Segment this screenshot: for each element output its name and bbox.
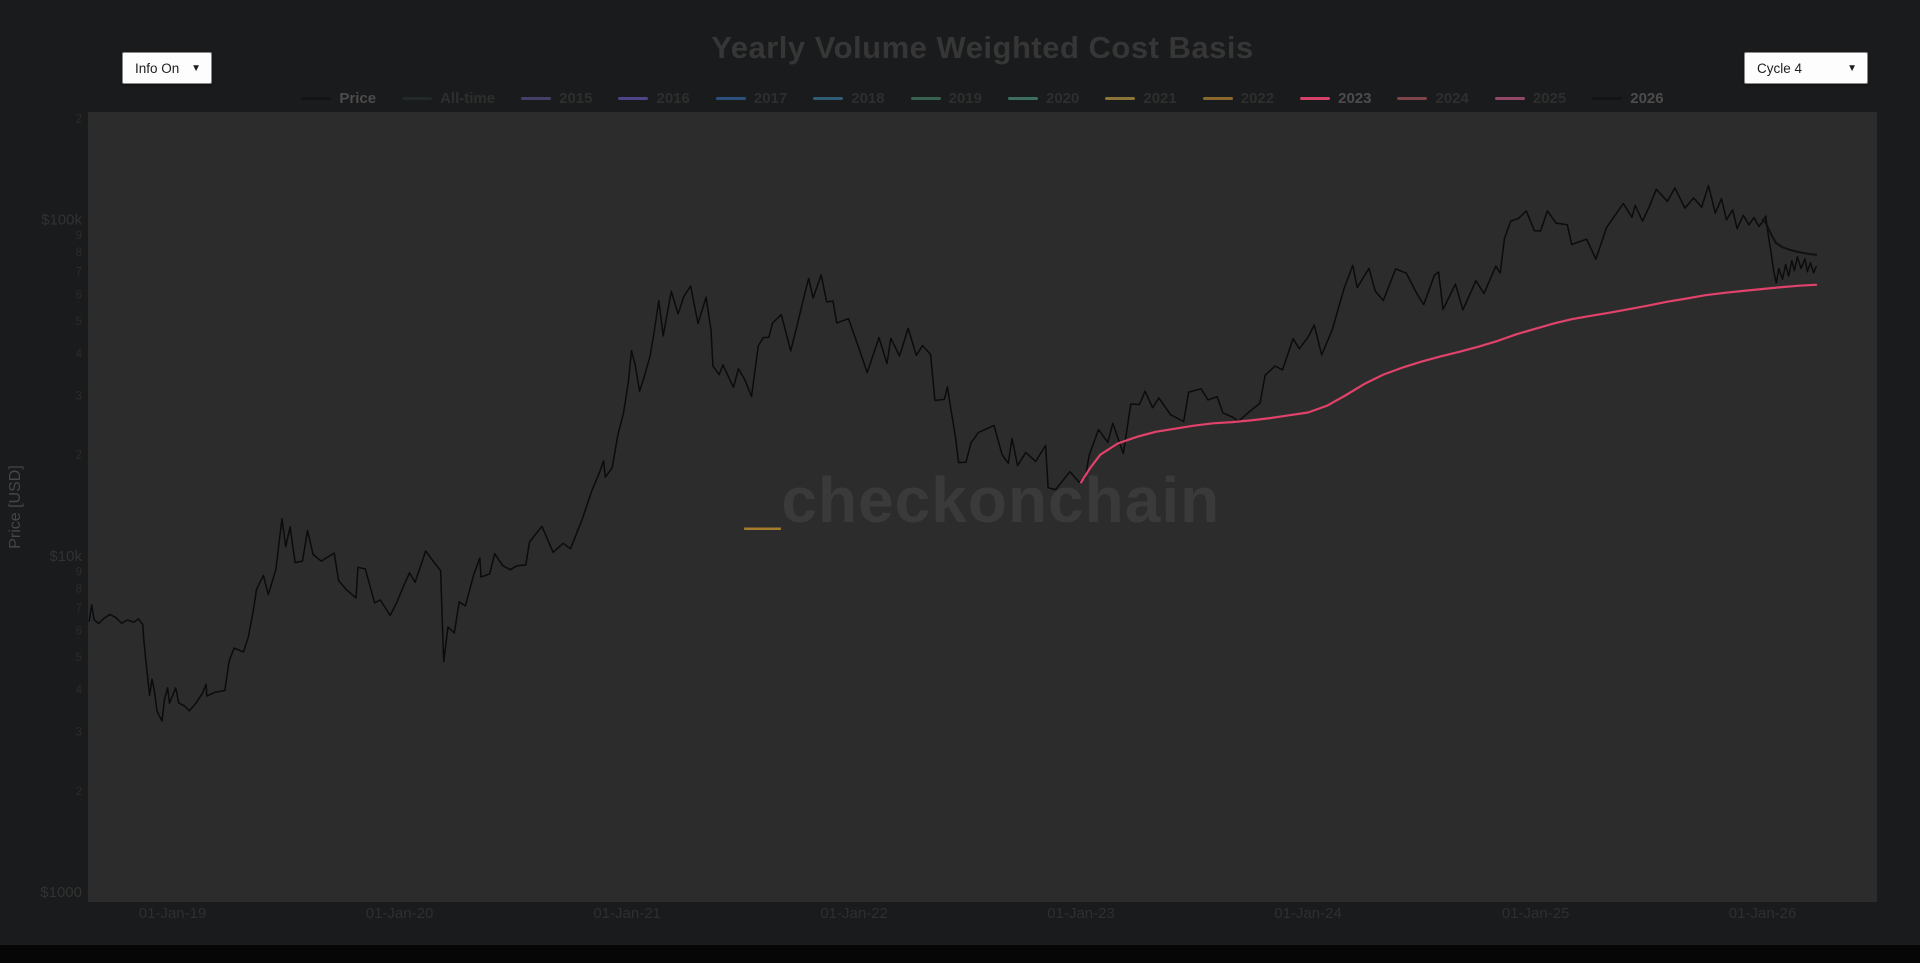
y-tick-label: 2 — [76, 786, 82, 798]
y-tick-label: 7 — [76, 267, 82, 279]
y-tick-label: 6 — [76, 626, 82, 638]
cycle-select-dropdown[interactable]: Cycle 4 ▼ — [1744, 52, 1868, 84]
x-tick-label: 01-Jan-23 — [1047, 905, 1115, 922]
x-tick-label: 01-Jan-20 — [366, 905, 434, 922]
legend-item-2021[interactable]: 2021 — [1105, 90, 1177, 107]
legend-swatch — [1105, 97, 1136, 100]
x-tick-label: 01-Jan-22 — [820, 905, 888, 922]
legend-swatch — [1494, 97, 1525, 100]
watermark-underscore: _ — [744, 464, 782, 536]
legend-label: 2023 — [1338, 90, 1372, 107]
y-tick-label: 8 — [76, 584, 82, 596]
legend-swatch — [910, 97, 941, 100]
y-tick-label: 3 — [76, 390, 82, 402]
legend-swatch — [1397, 97, 1428, 100]
legend-swatch — [1202, 97, 1233, 100]
y-tick-label: 4 — [76, 348, 83, 360]
legend-swatch — [618, 97, 649, 100]
cycle-select-value: Cycle 4 — [1757, 60, 1803, 76]
legend-label: Price — [339, 90, 377, 107]
legend-item-2022[interactable]: 2022 — [1202, 90, 1275, 107]
watermark: _checkonchain — [88, 468, 1877, 532]
legend-label: 2022 — [1240, 90, 1275, 107]
legend-label: 2020 — [1045, 90, 1080, 107]
legend-item-2024[interactable]: 2024 — [1397, 90, 1469, 107]
y-tick-label: 4 — [76, 685, 83, 697]
y-tick-label: 3 — [76, 727, 82, 739]
legend-item-2015[interactable]: 2015 — [521, 90, 592, 107]
legend-swatch — [1300, 97, 1331, 100]
legend-item-2016[interactable]: 2016 — [618, 90, 690, 107]
y-tick-label: 5 — [76, 652, 82, 664]
legend-swatch — [715, 97, 746, 100]
y-tick-label: $1000 — [40, 884, 82, 901]
legend-swatch — [1007, 97, 1038, 100]
x-tick-label: 01-Jan-25 — [1502, 905, 1570, 922]
info-toggle-dropdown[interactable]: Info On ▼ — [122, 52, 212, 84]
legend-swatch — [301, 97, 332, 100]
chevron-down-icon: ▼ — [191, 62, 201, 74]
legend-label: 2024 — [1435, 90, 1469, 107]
y-tick-label: 8 — [76, 247, 82, 259]
legend-item-all-time[interactable]: All-time — [402, 90, 495, 107]
y-tick-label: $10k — [49, 548, 82, 565]
y-tick-label: 2 — [76, 113, 82, 125]
legend-item-2020[interactable]: 2020 — [1007, 90, 1080, 107]
y-tick-label: 2 — [76, 450, 82, 462]
y-tick-label: 9 — [76, 230, 82, 242]
legend-label: 2018 — [851, 90, 885, 107]
legend-label: 2021 — [1143, 90, 1177, 107]
y-tick-label: 9 — [76, 566, 82, 578]
x-tick-label: 01-Jan-24 — [1274, 905, 1342, 922]
legend-label: 2019 — [948, 90, 982, 107]
legend-swatch — [402, 97, 433, 100]
legend-label: 2026 — [1630, 90, 1664, 107]
legend-label: 2015 — [559, 90, 593, 107]
legend-item-price[interactable]: Price — [301, 90, 376, 107]
legend-item-2017[interactable]: 2017 — [715, 90, 788, 107]
legend-swatch — [1592, 97, 1623, 100]
legend-item-2026[interactable]: 2026 — [1592, 90, 1664, 107]
legend-label: All-time — [440, 90, 496, 107]
legend-label: 2017 — [753, 90, 788, 107]
y-tick-label: 7 — [76, 603, 82, 615]
y-axis-title: Price [USD] — [7, 465, 24, 549]
page-title: Yearly Volume Weighted Cost Basis — [711, 30, 1254, 65]
legend-item-2019[interactable]: 2019 — [910, 90, 982, 107]
info-toggle-value: Info On — [135, 60, 180, 76]
legend-item-2023[interactable]: 2023 — [1300, 90, 1371, 107]
legend-label: 2025 — [1532, 90, 1567, 107]
x-tick-label: 01-Jan-21 — [593, 905, 661, 922]
x-tick-label: 01-Jan-26 — [1729, 905, 1797, 922]
y-tick-label: 6 — [76, 289, 82, 301]
legend-label: 2016 — [656, 90, 690, 107]
legend-swatch — [813, 97, 844, 100]
legend-item-2018[interactable]: 2018 — [813, 90, 885, 107]
y-tick-label: 5 — [76, 316, 82, 328]
x-tick-label: 01-Jan-19 — [139, 905, 207, 922]
y-tick-label: $100k — [41, 212, 82, 229]
chevron-down-icon: ▼ — [1847, 62, 1857, 74]
legend-item-2025[interactable]: 2025 — [1494, 90, 1567, 107]
watermark-brand: checkonchain — [781, 464, 1221, 536]
legend: Price All-time 2015 2016 2017 2018 2019 2020 202… — [88, 90, 1877, 107]
legend-swatch — [521, 97, 552, 100]
